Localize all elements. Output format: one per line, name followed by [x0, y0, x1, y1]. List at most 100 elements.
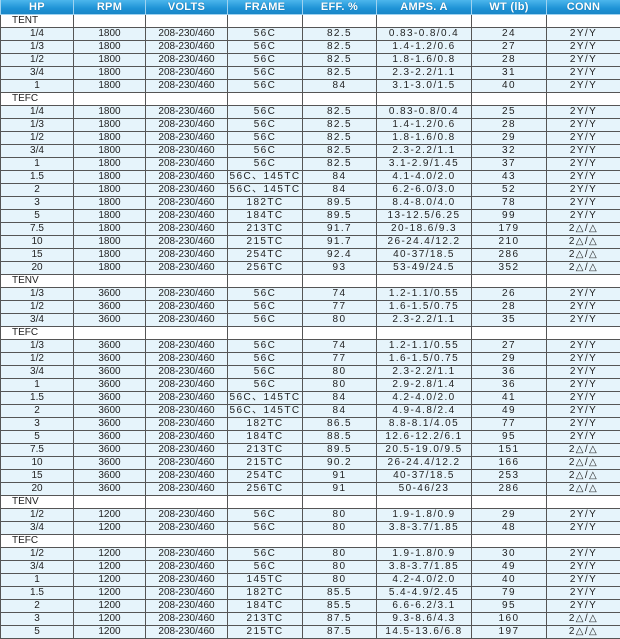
cell-rpm: 1800 [74, 28, 146, 41]
cell-rpm: 1800 [74, 67, 146, 80]
cell-conn: 2Y/Y [547, 184, 620, 197]
cell-volts: 208-230/460 [146, 80, 228, 93]
cell-eff: 91 [303, 483, 377, 496]
cell-volts: 208-230/460 [146, 444, 228, 457]
cell-rpm: 1200 [74, 522, 146, 535]
cell-hp: 1 [1, 379, 74, 392]
cell-volts: 208-230/460 [146, 574, 228, 587]
cell-conn: 2△/△ [547, 470, 620, 483]
cell-eff: 80 [303, 366, 377, 379]
cell-conn: 2Y/Y [547, 548, 620, 561]
cell-volts: 208-230/460 [146, 132, 228, 145]
cell-wt: 99 [472, 210, 547, 223]
cell-frame: 184TC [228, 600, 303, 613]
empty-cell [472, 496, 547, 509]
empty-cell [547, 15, 620, 28]
cell-frame: 56C [228, 522, 303, 535]
cell-rpm: 1800 [74, 171, 146, 184]
cell-hp: 20 [1, 262, 74, 275]
cell-frame: 182TC [228, 587, 303, 600]
cell-hp: 20 [1, 483, 74, 496]
empty-cell [547, 275, 620, 288]
empty-cell [377, 327, 472, 340]
cell-wt: 79 [472, 587, 547, 600]
cell-frame: 56C [228, 119, 303, 132]
cell-hp: 1/2 [1, 353, 74, 366]
cell-rpm: 3600 [74, 470, 146, 483]
cell-rpm: 1800 [74, 54, 146, 67]
header-amps: AMPS. A [377, 0, 472, 15]
cell-amps: 6.6-6.2/3.1 [377, 600, 472, 613]
cell-rpm: 3600 [74, 392, 146, 405]
cell-hp: 1 [1, 80, 74, 93]
cell-eff: 86.5 [303, 418, 377, 431]
cell-conn: 2△/△ [547, 262, 620, 275]
cell-eff: 82.5 [303, 132, 377, 145]
empty-cell [228, 496, 303, 509]
cell-conn: 2Y/Y [547, 379, 620, 392]
cell-frame: 56C [228, 314, 303, 327]
empty-cell [303, 15, 377, 28]
header-volts: VOLTS [146, 0, 228, 15]
cell-conn: 2Y/Y [547, 340, 620, 353]
cell-conn: 2Y/Y [547, 106, 620, 119]
cell-volts: 208-230/460 [146, 587, 228, 600]
cell-hp: 5 [1, 431, 74, 444]
cell-eff: 82.5 [303, 54, 377, 67]
cell-frame: 256TC [228, 483, 303, 496]
empty-cell [547, 327, 620, 340]
cell-conn: 2Y/Y [547, 80, 620, 93]
cell-wt: 32 [472, 145, 547, 158]
cell-frame: 254TC [228, 249, 303, 262]
cell-conn: 2Y/Y [547, 353, 620, 366]
cell-amps: 4.2-4.0/2.0 [377, 574, 472, 587]
cell-volts: 208-230/460 [146, 54, 228, 67]
cell-amps: 40-37/18.5 [377, 470, 472, 483]
cell-conn: 2Y/Y [547, 145, 620, 158]
cell-hp: 3 [1, 613, 74, 626]
empty-cell [472, 15, 547, 28]
cell-wt: 37 [472, 158, 547, 171]
cell-frame: 184TC [228, 210, 303, 223]
cell-frame: 56C、145TC [228, 184, 303, 197]
cell-wt: 28 [472, 54, 547, 67]
cell-volts: 208-230/460 [146, 600, 228, 613]
cell-frame: 56C [228, 41, 303, 54]
cell-rpm: 1800 [74, 249, 146, 262]
cell-rpm: 1200 [74, 626, 146, 639]
cell-wt: 253 [472, 470, 547, 483]
cell-conn: 2Y/Y [547, 314, 620, 327]
cell-wt: 36 [472, 366, 547, 379]
cell-frame: 56C [228, 145, 303, 158]
cell-volts: 208-230/460 [146, 301, 228, 314]
cell-amps: 1.2-1.1/0.55 [377, 288, 472, 301]
cell-rpm: 3600 [74, 457, 146, 470]
cell-amps: 20.5-19.0/9.5 [377, 444, 472, 457]
cell-wt: 52 [472, 184, 547, 197]
empty-cell [146, 327, 228, 340]
cell-rpm: 1800 [74, 106, 146, 119]
empty-cell [228, 93, 303, 106]
cell-eff: 89.5 [303, 210, 377, 223]
empty-cell [377, 535, 472, 548]
cell-volts: 208-230/460 [146, 314, 228, 327]
cell-hp: 1.5 [1, 392, 74, 405]
cell-hp: 1.5 [1, 171, 74, 184]
cell-wt: 49 [472, 405, 547, 418]
cell-rpm: 3600 [74, 379, 146, 392]
cell-wt: 210 [472, 236, 547, 249]
empty-cell [228, 535, 303, 548]
cell-wt: 197 [472, 626, 547, 639]
cell-rpm: 1800 [74, 236, 146, 249]
cell-volts: 208-230/460 [146, 509, 228, 522]
